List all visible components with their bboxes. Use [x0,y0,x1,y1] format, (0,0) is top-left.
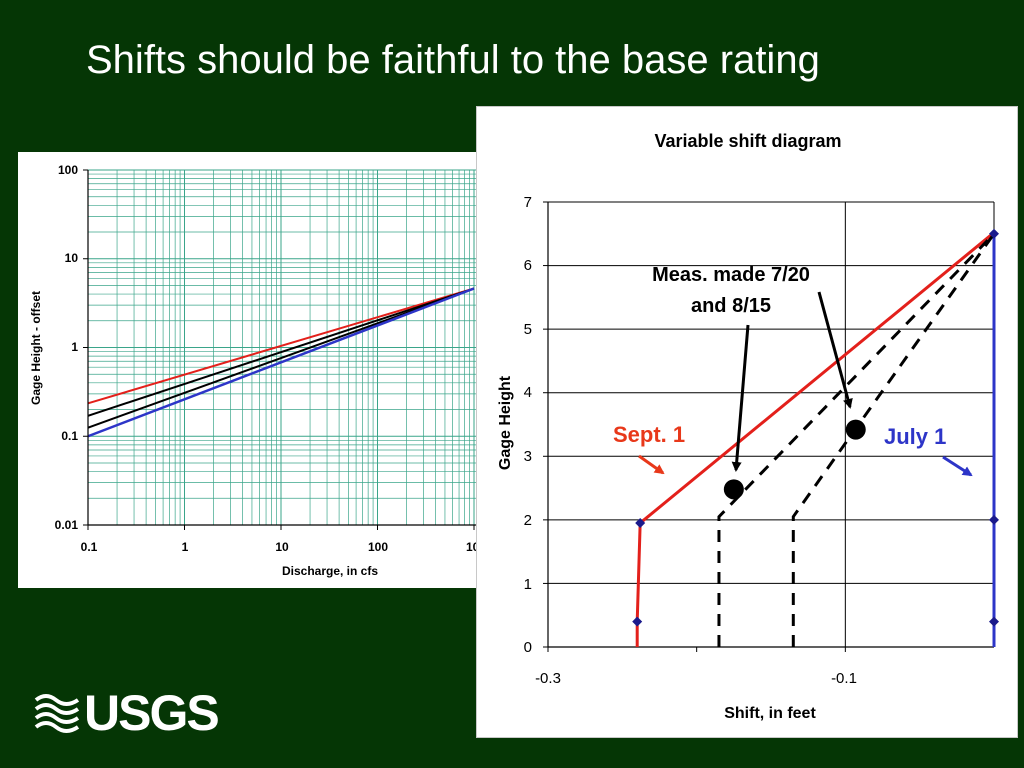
rating-curve-grid [87,169,504,526]
shift-series [635,232,996,647]
shift-chart-title: Variable shift diagram [654,131,841,151]
rating-curve-axes [83,169,504,530]
rating-y-tick-1: 0.1 [61,429,78,443]
slide-title: Shifts should be faithful to the base ra… [86,38,820,82]
rating-curve-panel: 0.1 1 10 100 10 0.01 0.1 1 10 100 Discha… [18,152,518,588]
rating-series-blue-3 [87,287,475,438]
rating-x-tick-3: 100 [368,540,388,554]
measurement-arrow-right [817,291,853,409]
usgs-logo: USGS [34,685,220,741]
shift-x-axis-label: Shift, in feet [724,705,816,722]
rating-series-black-2 [87,287,475,429]
shift-y-axis-label: Gage Height [497,375,514,470]
variable-shift-chart: Variable shift diagram -0.3 -0.1 0 1 2 3… [497,131,999,722]
shift-y-tick-3: 3 [524,448,532,465]
shift-y-tick-4: 4 [524,384,532,401]
shift-series-red-0 [635,232,994,647]
rating-y-tick-2: 1 [71,340,78,354]
july-1-arrow [942,455,973,477]
rating-x-tick-1: 1 [182,540,189,554]
usgs-logo-text: USGS [84,685,220,741]
measurement-annotation-line1: Meas. made 7/20 [652,264,810,286]
shift-y-tick-6: 6 [524,257,532,274]
sept-1-label: Sept. 1 [613,422,685,447]
shift-markers [632,228,999,627]
shift-diamond-marker [989,514,999,525]
shift-series-black-2 [717,232,996,647]
sept-1-arrow [638,454,665,475]
shift-y-tick-0: 0 [524,639,532,656]
measurement-point-0 [723,479,744,500]
rating-x-tick-2: 10 [275,540,289,554]
rating-series-red-0 [87,287,475,405]
shift-diamond-marker [989,616,999,627]
shift-y-tick-5: 5 [524,321,532,338]
measurement-arrow-left [731,324,750,472]
shift-y-tick-1: 1 [524,576,532,593]
rating-x-axis-label: Discharge, in cfs [282,564,378,578]
measurement-annotation-line2: and 8/15 [691,295,771,317]
shift-series-black-3 [791,232,996,647]
rating-y-tick-3: 10 [65,251,79,265]
rating-y-axis-label: Gage Height - offset [29,291,43,405]
shift-diamond-marker [635,518,646,529]
rating-y-tick-0: 0.01 [55,518,79,532]
rating-curve-chart: 0.1 1 10 100 10 0.01 0.1 1 10 100 Discha… [29,163,504,578]
rating-x-tick-0: 0.1 [81,540,98,554]
shift-y-tick-2: 2 [524,512,532,529]
july-1-label: July 1 [884,424,946,449]
measurement-point-1 [845,419,866,440]
rating-y-tick-4: 100 [58,163,78,177]
shift-diamond-marker [989,228,999,239]
rating-series-black-1 [87,287,475,417]
rating-curve-series [87,287,475,438]
usgs-wave-icon [34,690,80,736]
variable-shift-panel: Variable shift diagram -0.3 -0.1 0 1 2 3… [476,106,1018,738]
shift-x-tick-1: -0.1 [831,670,857,687]
shift-diamond-marker [632,616,643,627]
shift-x-tick-0: -0.3 [535,670,561,687]
shift-y-tick-7: 7 [524,194,532,211]
